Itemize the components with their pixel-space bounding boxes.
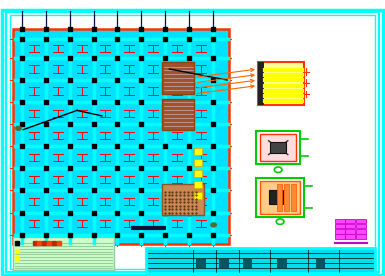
Bar (243, 259, 252, 268)
Bar (291, 184, 296, 211)
Bar (194, 148, 202, 155)
Bar (345, 234, 355, 239)
Circle shape (211, 223, 216, 227)
Bar (345, 219, 355, 223)
Bar (335, 234, 345, 239)
Bar (270, 142, 286, 153)
Bar (194, 170, 202, 177)
Bar (162, 62, 194, 94)
Bar (335, 229, 345, 233)
Bar (345, 229, 355, 233)
Bar (356, 224, 366, 229)
Bar (194, 192, 202, 199)
Bar (146, 248, 375, 273)
Bar (356, 219, 366, 223)
Bar (196, 259, 206, 268)
Bar (277, 184, 282, 211)
Bar (162, 184, 204, 215)
Circle shape (16, 126, 21, 130)
Bar (258, 62, 264, 105)
Bar (258, 62, 304, 105)
Bar (260, 181, 300, 214)
Bar (256, 178, 304, 217)
Bar (219, 259, 229, 268)
Bar (13, 237, 114, 270)
Bar (345, 224, 355, 229)
Bar (316, 259, 325, 268)
Bar (356, 229, 366, 233)
Bar (194, 159, 202, 166)
Bar (277, 259, 287, 268)
Bar (260, 134, 296, 161)
Bar (162, 99, 194, 130)
Bar (194, 181, 202, 188)
Bar (256, 131, 300, 164)
Bar (13, 29, 229, 244)
Bar (356, 234, 366, 239)
Bar (284, 184, 289, 211)
Bar (335, 219, 345, 223)
Bar (335, 224, 345, 229)
Bar (270, 190, 283, 204)
